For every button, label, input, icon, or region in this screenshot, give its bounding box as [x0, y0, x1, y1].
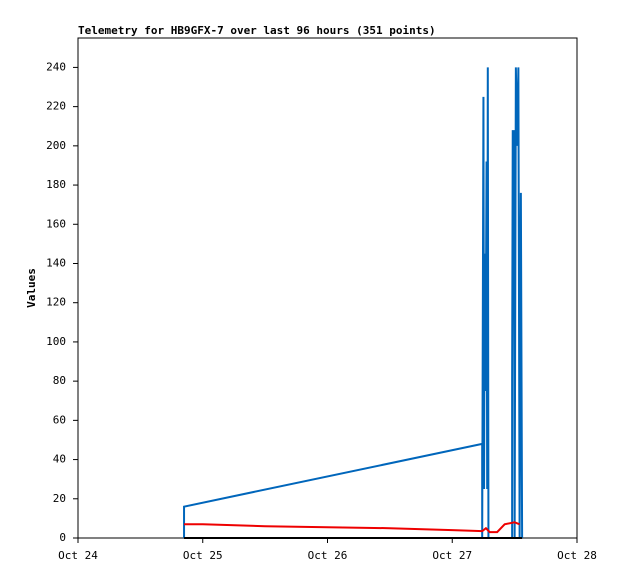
plot-area: [77, 37, 578, 539]
y-axis-label: Values: [25, 268, 38, 308]
x-tick-label: Oct 28: [557, 549, 597, 562]
y-tick-label: 40: [53, 453, 66, 466]
y-tick-label: 140: [46, 256, 66, 269]
y-tick-label: 100: [46, 335, 66, 348]
y-tick-label: 160: [46, 217, 66, 230]
y-tick-label: 60: [53, 413, 66, 426]
x-tick-label: Oct 24: [58, 549, 98, 562]
x-tick-label: Oct 27: [432, 549, 472, 562]
y-tick-label: 20: [53, 492, 66, 505]
y-tick-label: 80: [53, 374, 66, 387]
x-tick-label: Oct 26: [308, 549, 348, 562]
x-tick-label: Oct 25: [183, 549, 223, 562]
y-tick-label: 120: [46, 296, 66, 309]
y-tick-label: 200: [46, 139, 66, 152]
chart-title: Telemetry for HB9GFX-7 over last 96 hour…: [78, 24, 436, 37]
y-tick-label: 220: [46, 100, 66, 113]
series-line: [184, 521, 520, 534]
y-tick-label: 240: [46, 60, 66, 73]
y-tick-label: 0: [59, 531, 66, 544]
y-tick-label: 180: [46, 178, 66, 191]
